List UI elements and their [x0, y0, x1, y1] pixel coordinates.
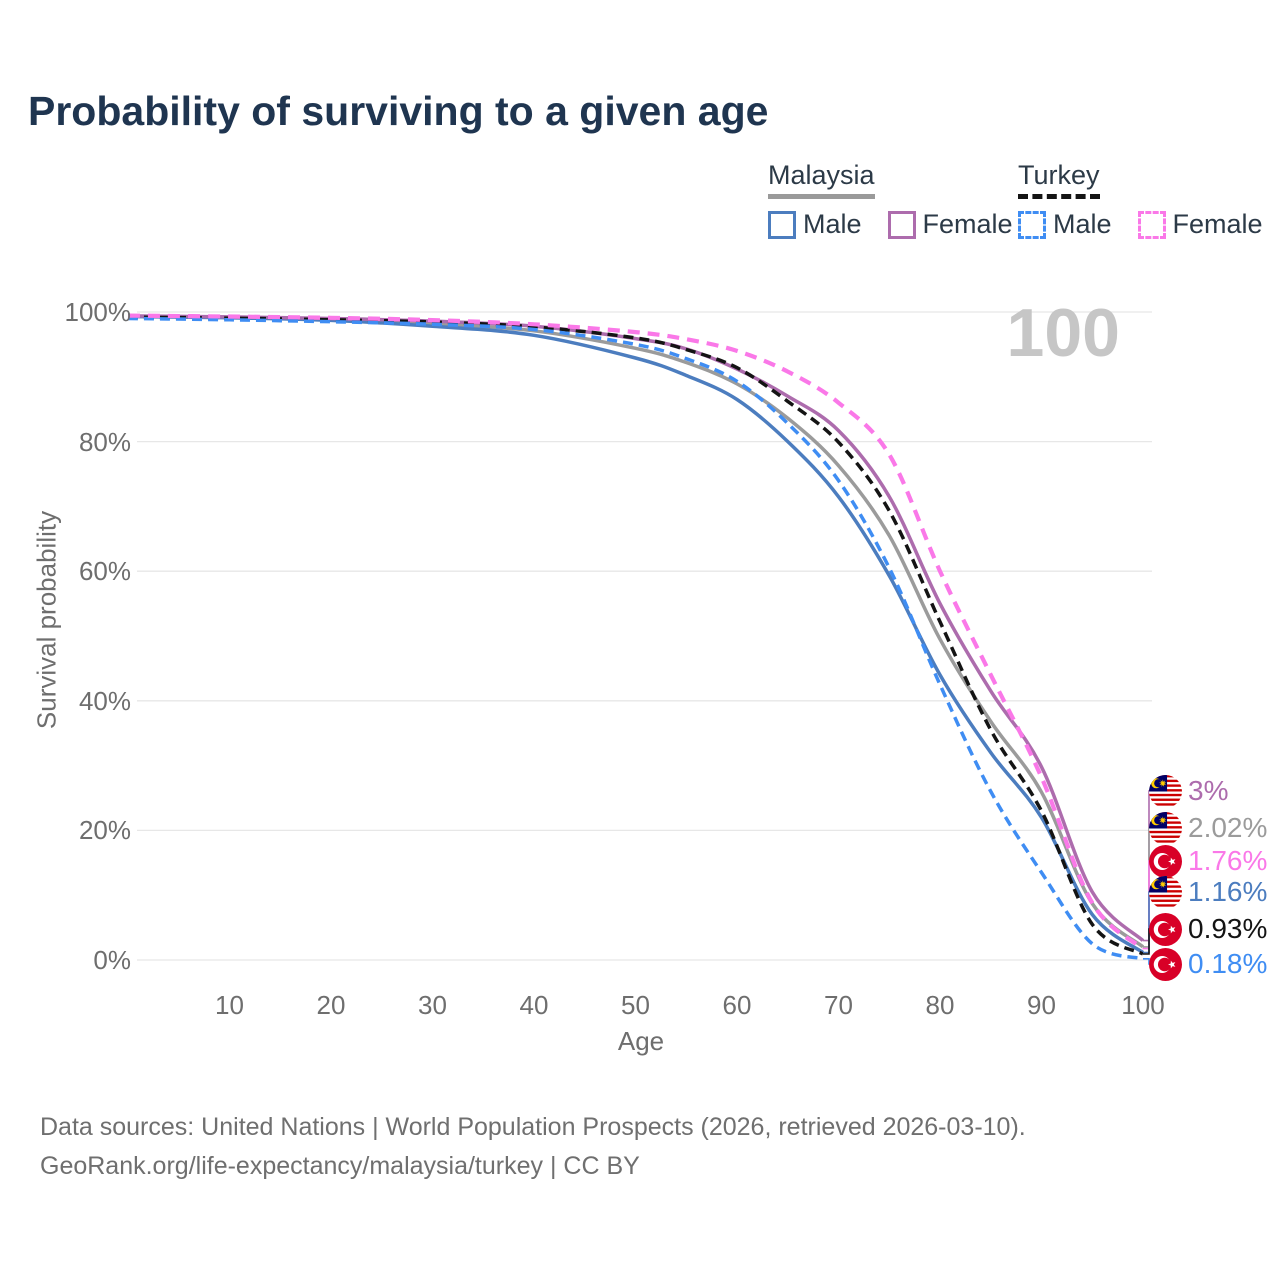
legend-item-malaysia-male[interactable]: Male [768, 209, 862, 240]
source-line-1: Data sources: United Nations | World Pop… [40, 1113, 1026, 1141]
malaysia-flag-icon [1149, 774, 1182, 808]
legend-item-label: Female [922, 209, 1013, 239]
legend: Malaysia Male Female Turkey Male Female [0, 160, 1280, 250]
y-tick-label: 0% [93, 945, 131, 975]
x-tick-label: 40 [519, 990, 549, 1020]
end-label-malaysia: 2.02% [1149, 811, 1267, 845]
legend-swatch [887, 210, 916, 239]
turkey-flag-icon [1149, 947, 1182, 981]
end-label-turkey: 0.93% [1149, 912, 1267, 946]
legend-swatch [1137, 210, 1166, 239]
legend-item-turkey-male[interactable]: Male [1018, 209, 1112, 240]
x-tick-label: 50 [621, 990, 650, 1020]
curve-turkey [127, 315, 1144, 956]
turkey-flag-icon [1149, 844, 1182, 878]
legend-group-turkey: Turkey Male Female [1018, 160, 1263, 240]
data-source-note: Data sources: United Nations | World Pop… [40, 1108, 1026, 1186]
legend-item-malaysia-female[interactable]: Female [887, 209, 1013, 240]
legend-item-turkey-female[interactable]: Female [1137, 209, 1263, 240]
y-axis-title: Survival probability [31, 510, 62, 730]
end-label-turkey-female: 1.76% [1149, 844, 1267, 878]
age-counter-watermark: 100 [1006, 295, 1120, 371]
y-tick-label: 40% [78, 685, 131, 716]
curve-turkey-male [127, 316, 1144, 961]
legend-country-turkey: Turkey [1018, 160, 1100, 199]
curve-malaysia [127, 314, 1145, 949]
y-tick-label: 20% [78, 815, 131, 846]
curve-malaysia-female [127, 314, 1145, 942]
x-tick-label: 60 [722, 990, 752, 1020]
legend-swatch [768, 210, 796, 239]
turkey-flag-icon [1149, 912, 1182, 946]
legend-group-malaysia: Malaysia Male Female [768, 160, 1013, 240]
end-label-malaysia-female: 3% [1149, 774, 1228, 808]
x-tick-label: 100 [1121, 990, 1165, 1020]
end-label-malaysia-male: 1.16% [1149, 875, 1267, 909]
legend-item-label: Female [1172, 209, 1263, 239]
y-tick-label: 80% [78, 426, 131, 457]
y-tick-label: 60% [78, 556, 131, 587]
x-tick-label: 20 [316, 990, 346, 1020]
legend-swatch [1018, 210, 1046, 239]
legend-item-label: Male [803, 209, 862, 239]
x-tick-label: 30 [418, 990, 447, 1020]
malaysia-flag-icon [1149, 875, 1182, 909]
legend-item-label: Male [1053, 209, 1112, 239]
x-axis-title: Age [617, 1026, 665, 1056]
x-tick-label: 80 [925, 990, 955, 1020]
curve-malaysia-male [127, 314, 1145, 954]
x-tick-label: 10 [215, 990, 244, 1020]
end-label-turkey-male: 0.18% [1149, 947, 1267, 981]
curve-turkey-female [127, 313, 1145, 951]
page-title: Probability of surviving to a given age [28, 88, 769, 134]
source-line-2: GeoRank.org/life-expectancy/malaysia/tur… [40, 1152, 640, 1180]
x-tick-label: 70 [824, 990, 853, 1020]
x-tick-label: 90 [1027, 990, 1056, 1020]
y-tick-label: 100% [64, 297, 132, 327]
legend-country-malaysia: Malaysia [768, 160, 875, 199]
malaysia-flag-icon [1149, 811, 1182, 845]
